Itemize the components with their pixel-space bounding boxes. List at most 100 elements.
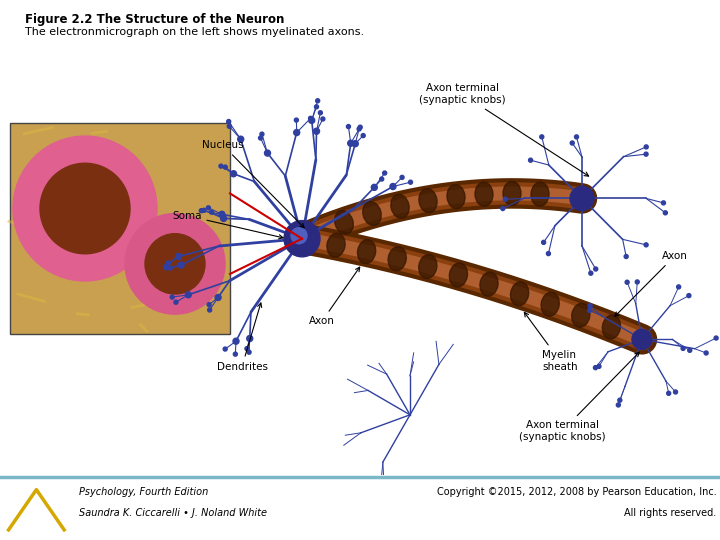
Ellipse shape [510, 282, 528, 306]
Text: Axon terminal
(synaptic knobs): Axon terminal (synaptic knobs) [518, 352, 639, 442]
Ellipse shape [391, 194, 409, 218]
Circle shape [383, 171, 387, 175]
Circle shape [503, 197, 508, 201]
Circle shape [546, 252, 550, 255]
Circle shape [372, 184, 377, 191]
Text: Copyright ©2015, 2012, 2008 by Pearson Education, Inc.: Copyright ©2015, 2012, 2008 by Pearson E… [436, 487, 716, 497]
Circle shape [294, 118, 298, 122]
Circle shape [220, 215, 227, 221]
Circle shape [228, 124, 231, 129]
Circle shape [714, 336, 718, 340]
Ellipse shape [447, 185, 465, 208]
Circle shape [309, 117, 315, 123]
Circle shape [207, 308, 212, 312]
Circle shape [390, 184, 396, 190]
Circle shape [207, 206, 210, 210]
Circle shape [589, 271, 593, 275]
Circle shape [185, 292, 192, 298]
Circle shape [207, 302, 211, 307]
FancyBboxPatch shape [10, 123, 230, 334]
Circle shape [284, 221, 320, 257]
Circle shape [635, 280, 639, 284]
Circle shape [593, 366, 598, 370]
Circle shape [227, 119, 230, 124]
Circle shape [673, 390, 678, 394]
Ellipse shape [327, 233, 345, 257]
Circle shape [166, 261, 170, 265]
Circle shape [624, 254, 628, 259]
Circle shape [704, 351, 708, 355]
Ellipse shape [475, 182, 493, 206]
Text: Axon terminal
(synaptic knobs): Axon terminal (synaptic knobs) [419, 83, 589, 176]
Circle shape [315, 105, 318, 109]
Circle shape [321, 117, 325, 121]
Circle shape [540, 135, 544, 139]
Circle shape [219, 164, 223, 168]
Circle shape [408, 180, 413, 184]
Ellipse shape [358, 240, 376, 264]
Circle shape [294, 130, 300, 136]
Circle shape [677, 285, 680, 289]
Circle shape [176, 253, 181, 259]
Ellipse shape [572, 303, 590, 327]
Ellipse shape [503, 181, 521, 206]
Circle shape [230, 171, 237, 177]
Circle shape [260, 132, 264, 136]
Circle shape [238, 136, 244, 142]
Text: Axon: Axon [309, 267, 360, 326]
Ellipse shape [449, 263, 467, 287]
Circle shape [291, 228, 307, 244]
Circle shape [346, 125, 351, 129]
Circle shape [258, 136, 263, 140]
Circle shape [625, 280, 629, 284]
Circle shape [400, 176, 404, 179]
Ellipse shape [419, 254, 437, 279]
Circle shape [245, 347, 249, 350]
Ellipse shape [335, 211, 354, 234]
Circle shape [125, 213, 225, 314]
Ellipse shape [419, 188, 437, 213]
Circle shape [223, 165, 228, 169]
Circle shape [233, 352, 238, 356]
Circle shape [219, 211, 225, 217]
Circle shape [644, 145, 648, 149]
Circle shape [570, 186, 594, 211]
Circle shape [215, 294, 221, 300]
Circle shape [667, 392, 671, 395]
Circle shape [247, 350, 251, 354]
Circle shape [681, 346, 685, 350]
Circle shape [644, 152, 648, 156]
Circle shape [170, 295, 174, 299]
Circle shape [632, 329, 652, 349]
Text: The electronmicrograph on the left shows myelinated axons.: The electronmicrograph on the left shows… [25, 27, 364, 37]
Text: Dendrites: Dendrites [217, 303, 268, 372]
Circle shape [315, 99, 320, 103]
Circle shape [348, 140, 354, 146]
Text: Axon: Axon [615, 251, 688, 316]
Circle shape [168, 266, 172, 270]
Circle shape [688, 348, 692, 352]
Circle shape [616, 403, 621, 407]
Circle shape [570, 141, 575, 145]
Circle shape [663, 211, 667, 215]
Circle shape [233, 338, 239, 344]
Circle shape [361, 133, 365, 138]
Circle shape [13, 136, 157, 281]
Text: Figure 2.2 The Structure of the Neuron: Figure 2.2 The Structure of the Neuron [25, 14, 284, 26]
Text: All rights reserved.: All rights reserved. [624, 508, 716, 518]
Circle shape [40, 163, 130, 254]
Circle shape [313, 128, 320, 134]
Circle shape [541, 240, 546, 245]
Circle shape [223, 347, 228, 351]
Circle shape [164, 266, 168, 270]
Ellipse shape [480, 272, 498, 296]
Circle shape [618, 398, 622, 402]
Text: Myelin
sheath: Myelin sheath [524, 313, 577, 372]
Text: Psychology, Fourth Edition: Psychology, Fourth Edition [79, 487, 209, 497]
Circle shape [352, 140, 359, 147]
Text: Saundra K. Ciccarelli • J. Noland White: Saundra K. Ciccarelli • J. Noland White [79, 508, 267, 518]
Circle shape [662, 201, 665, 205]
Circle shape [174, 300, 178, 304]
Ellipse shape [541, 292, 559, 316]
Circle shape [358, 125, 362, 129]
